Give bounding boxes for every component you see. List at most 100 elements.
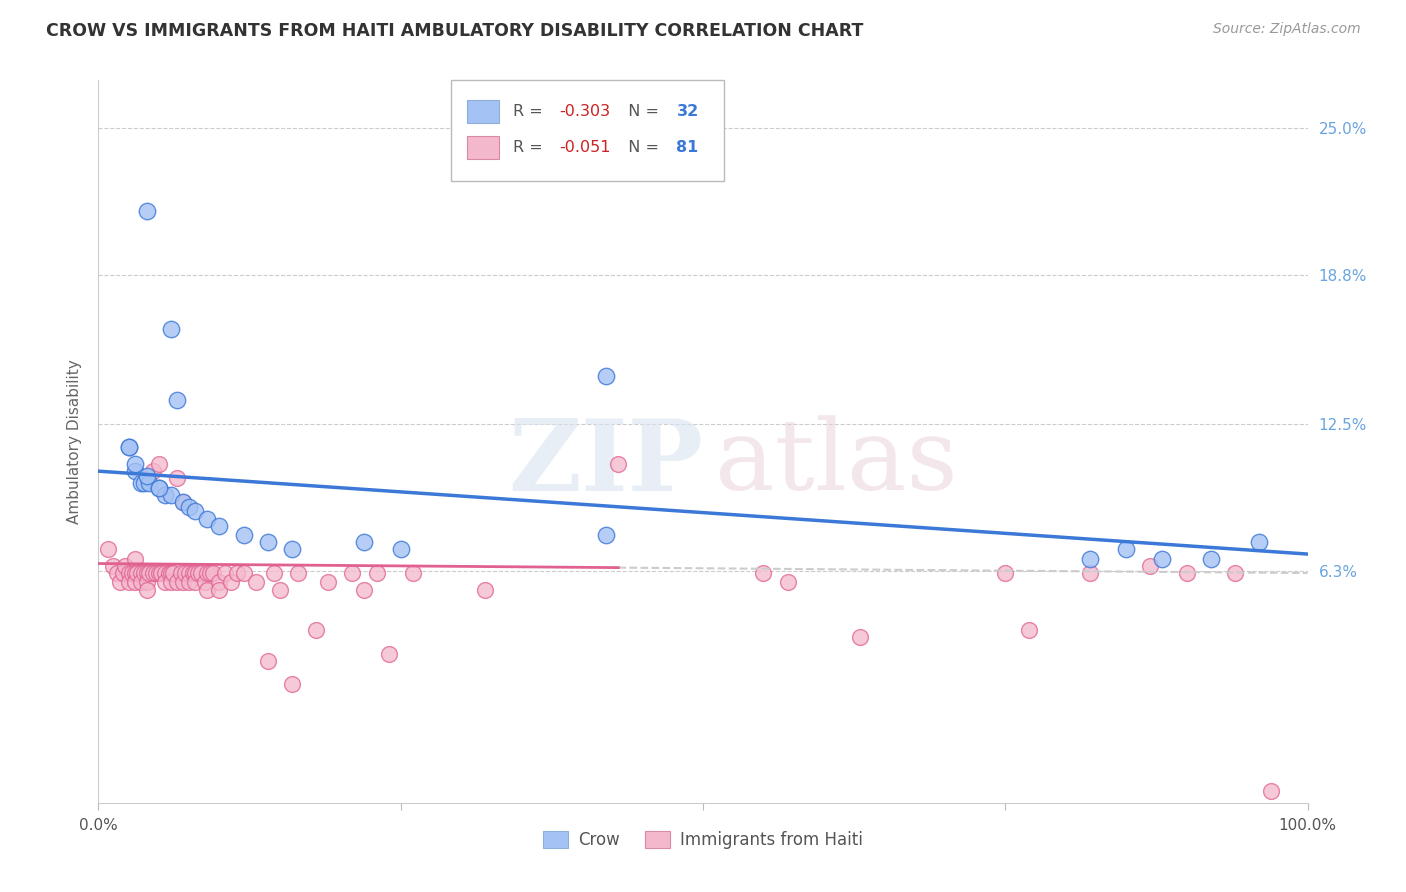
Point — [160, 488, 183, 502]
Text: N =: N = — [619, 103, 665, 119]
Point — [1223, 566, 1246, 580]
Point — [208, 582, 231, 597]
Point — [135, 203, 157, 218]
Point — [1115, 542, 1137, 557]
Point — [776, 575, 799, 590]
Point — [256, 654, 278, 668]
Point — [135, 582, 157, 597]
Point — [148, 566, 170, 580]
Point — [316, 575, 339, 590]
Point — [129, 566, 152, 580]
Point — [1078, 566, 1101, 580]
Point — [179, 500, 201, 514]
Point — [208, 518, 231, 533]
Point — [245, 575, 267, 590]
Text: -0.303: -0.303 — [560, 103, 610, 119]
Point — [118, 441, 141, 455]
Point — [1018, 623, 1040, 637]
Point — [232, 566, 254, 580]
Point — [287, 566, 309, 580]
Point — [135, 566, 157, 580]
Point — [281, 542, 304, 557]
Point — [377, 647, 399, 661]
Point — [129, 575, 152, 590]
Text: atlas: atlas — [716, 416, 957, 511]
Point — [1249, 535, 1271, 549]
Point — [148, 481, 170, 495]
Point — [166, 575, 188, 590]
Point — [135, 469, 157, 483]
Text: CROW VS IMMIGRANTS FROM HAITI AMBULATORY DISABILITY CORRELATION CHART: CROW VS IMMIGRANTS FROM HAITI AMBULATORY… — [46, 22, 863, 40]
Point — [166, 393, 188, 408]
Point — [1199, 551, 1222, 566]
Point — [129, 475, 152, 490]
Point — [179, 566, 201, 580]
Point — [118, 441, 141, 455]
Point — [1078, 551, 1101, 566]
Point — [226, 566, 249, 580]
Point — [305, 623, 328, 637]
Point — [595, 528, 617, 542]
Point — [181, 566, 204, 580]
Text: 32: 32 — [676, 103, 699, 119]
Point — [124, 566, 146, 580]
Point — [402, 566, 425, 580]
Point — [214, 566, 236, 580]
Point — [101, 558, 124, 573]
Point — [162, 566, 184, 580]
Point — [111, 566, 134, 580]
Point — [1175, 566, 1198, 580]
Point — [389, 542, 412, 557]
Point — [1139, 558, 1161, 573]
Legend: Crow, Immigrants from Haiti: Crow, Immigrants from Haiti — [537, 824, 869, 856]
Text: Source: ZipAtlas.com: Source: ZipAtlas.com — [1213, 22, 1361, 37]
Point — [281, 677, 304, 691]
Point — [595, 369, 617, 384]
Point — [150, 566, 173, 580]
Point — [160, 566, 183, 580]
Point — [752, 566, 775, 580]
Point — [145, 566, 167, 580]
Point — [148, 481, 170, 495]
Point — [138, 475, 160, 490]
Text: N =: N = — [619, 140, 665, 155]
Point — [232, 528, 254, 542]
Point — [118, 566, 141, 580]
Point — [124, 464, 146, 478]
Point — [353, 535, 375, 549]
Text: 81: 81 — [676, 140, 699, 155]
Point — [172, 495, 194, 509]
Point — [114, 558, 136, 573]
Point — [1152, 551, 1174, 566]
Text: R =: R = — [513, 140, 548, 155]
Point — [474, 582, 496, 597]
Point — [195, 511, 218, 525]
Point — [172, 495, 194, 509]
Point — [153, 566, 176, 580]
Point — [221, 575, 243, 590]
Point — [179, 575, 201, 590]
Point — [184, 566, 207, 580]
Point — [195, 582, 218, 597]
Point — [124, 551, 146, 566]
Point — [169, 566, 191, 580]
Text: ZIP: ZIP — [508, 415, 703, 512]
Point — [172, 575, 194, 590]
Point — [124, 457, 146, 471]
Point — [148, 457, 170, 471]
Point — [153, 575, 176, 590]
Point — [118, 575, 141, 590]
Point — [1260, 784, 1282, 798]
Point — [142, 566, 165, 580]
Point — [190, 566, 212, 580]
Point — [105, 566, 128, 580]
Point — [208, 575, 231, 590]
Point — [607, 457, 630, 471]
FancyBboxPatch shape — [467, 100, 499, 123]
Point — [198, 566, 221, 580]
Point — [994, 566, 1017, 580]
Point — [160, 575, 183, 590]
Point — [134, 475, 156, 490]
Point — [184, 575, 207, 590]
Point — [166, 471, 188, 485]
